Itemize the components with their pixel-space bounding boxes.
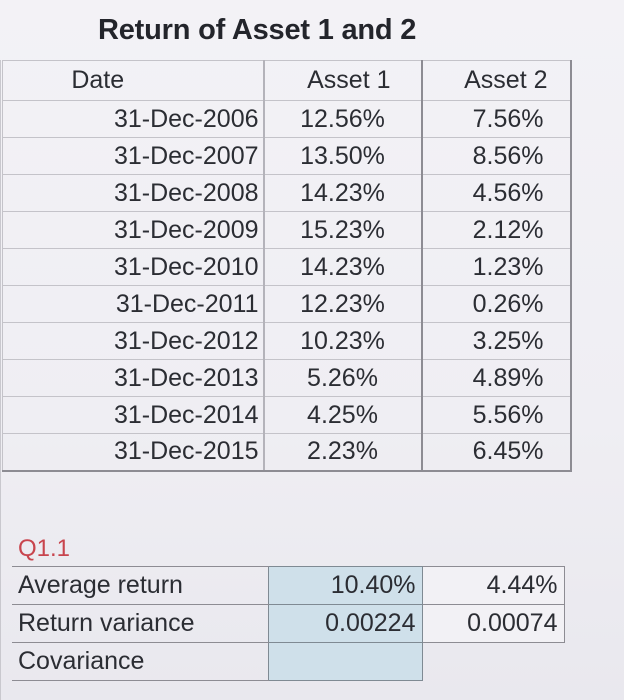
- asset-1-cell[interactable]: 12.23%: [263, 285, 423, 323]
- header-date[interactable]: Date: [2, 60, 265, 101]
- summary-label[interactable]: Covariance: [12, 642, 268, 681]
- average-return-asset-2[interactable]: 4.44%: [421, 566, 565, 605]
- asset-2-cell[interactable]: 3.25%: [421, 322, 572, 360]
- date-cell[interactable]: 31-Dec-2011: [2, 285, 265, 323]
- returns-table: Date Asset 1 Asset 2 31-Dec-2006 12.56% 7.…: [2, 60, 572, 472]
- date-cell[interactable]: 31-Dec-2007: [2, 137, 265, 175]
- return-variance-asset-2[interactable]: 0.00074: [421, 604, 565, 643]
- asset-2-cell[interactable]: 2.12%: [421, 211, 572, 249]
- asset-1-cell[interactable]: 14.23%: [263, 174, 423, 212]
- asset-2-cell[interactable]: 8.56%: [421, 137, 572, 175]
- summary-row-average-return: Average return 10.40% 4.44%: [12, 566, 565, 605]
- table-row: 31-Dec-2009 15.23% 2.12%: [2, 211, 572, 249]
- summary-row-covariance: Covariance: [12, 642, 564, 681]
- header-asset-2[interactable]: Asset 2: [421, 60, 572, 101]
- grid-line: [0, 60, 5, 700]
- table-row: 31-Dec-2007 13.50% 8.56%: [2, 137, 572, 175]
- average-return-asset-1[interactable]: 10.40%: [267, 566, 423, 605]
- date-cell[interactable]: 31-Dec-2006: [2, 100, 265, 138]
- covariance-asset-1[interactable]: [267, 642, 423, 681]
- asset-1-cell[interactable]: 10.23%: [263, 322, 423, 360]
- table-row: 31-Dec-2010 14.23% 1.23%: [2, 248, 572, 286]
- asset-1-cell[interactable]: 5.26%: [263, 359, 423, 397]
- date-cell[interactable]: 31-Dec-2012: [2, 322, 265, 360]
- asset-2-cell[interactable]: 1.23%: [421, 248, 572, 286]
- date-cell[interactable]: 31-Dec-2014: [2, 396, 265, 434]
- date-cell[interactable]: 31-Dec-2009: [2, 211, 265, 249]
- table-row: 31-Dec-2006 12.56% 7.56%: [2, 100, 572, 138]
- summary-row-return-variance: Return variance 0.00224 0.00074: [12, 604, 565, 643]
- table-row: 31-Dec-2013 5.26% 4.89%: [2, 359, 572, 397]
- summary-label[interactable]: Average return: [12, 566, 268, 605]
- asset-2-cell[interactable]: 5.56%: [421, 396, 572, 434]
- asset-2-cell[interactable]: 4.56%: [421, 174, 572, 212]
- asset-1-cell[interactable]: 12.56%: [263, 100, 423, 138]
- header-asset-1[interactable]: Asset 1: [263, 60, 423, 101]
- asset-2-cell[interactable]: 6.45%: [421, 433, 572, 472]
- question-label: Q1.1: [18, 535, 71, 562]
- asset-1-cell[interactable]: 4.25%: [263, 396, 423, 434]
- return-variance-asset-1[interactable]: 0.00224: [267, 604, 423, 643]
- date-cell[interactable]: 31-Dec-2013: [2, 359, 265, 397]
- sheet-title: Return of Asset 1 and 2: [98, 14, 417, 46]
- table-row: 31-Dec-2015 2.23% 6.45%: [2, 433, 572, 472]
- date-cell[interactable]: 31-Dec-2015: [2, 433, 265, 472]
- table-row: 31-Dec-2011 12.23% 0.26%: [2, 285, 572, 323]
- table-row: 31-Dec-2014 4.25% 5.56%: [2, 396, 572, 434]
- asset-1-cell[interactable]: 2.23%: [263, 433, 423, 472]
- empty-cell[interactable]: [422, 643, 564, 681]
- asset-1-cell[interactable]: 13.50%: [263, 137, 423, 175]
- summary-table: Average return 10.40% 4.44% Return varia…: [12, 566, 565, 681]
- asset-2-cell[interactable]: 0.26%: [421, 285, 572, 323]
- asset-1-cell[interactable]: 14.23%: [263, 248, 423, 286]
- asset-1-cell[interactable]: 15.23%: [263, 211, 423, 249]
- asset-2-cell[interactable]: 4.89%: [421, 359, 572, 397]
- table-row: 31-Dec-2012 10.23% 3.25%: [2, 322, 572, 360]
- date-cell[interactable]: 31-Dec-2010: [2, 248, 265, 286]
- asset-2-cell[interactable]: 7.56%: [421, 100, 572, 138]
- table-row: 31-Dec-2008 14.23% 4.56%: [2, 174, 572, 212]
- date-cell[interactable]: 31-Dec-2008: [2, 174, 265, 212]
- summary-label[interactable]: Return variance: [12, 604, 268, 643]
- table-header-row: Date Asset 1 Asset 2: [2, 60, 572, 101]
